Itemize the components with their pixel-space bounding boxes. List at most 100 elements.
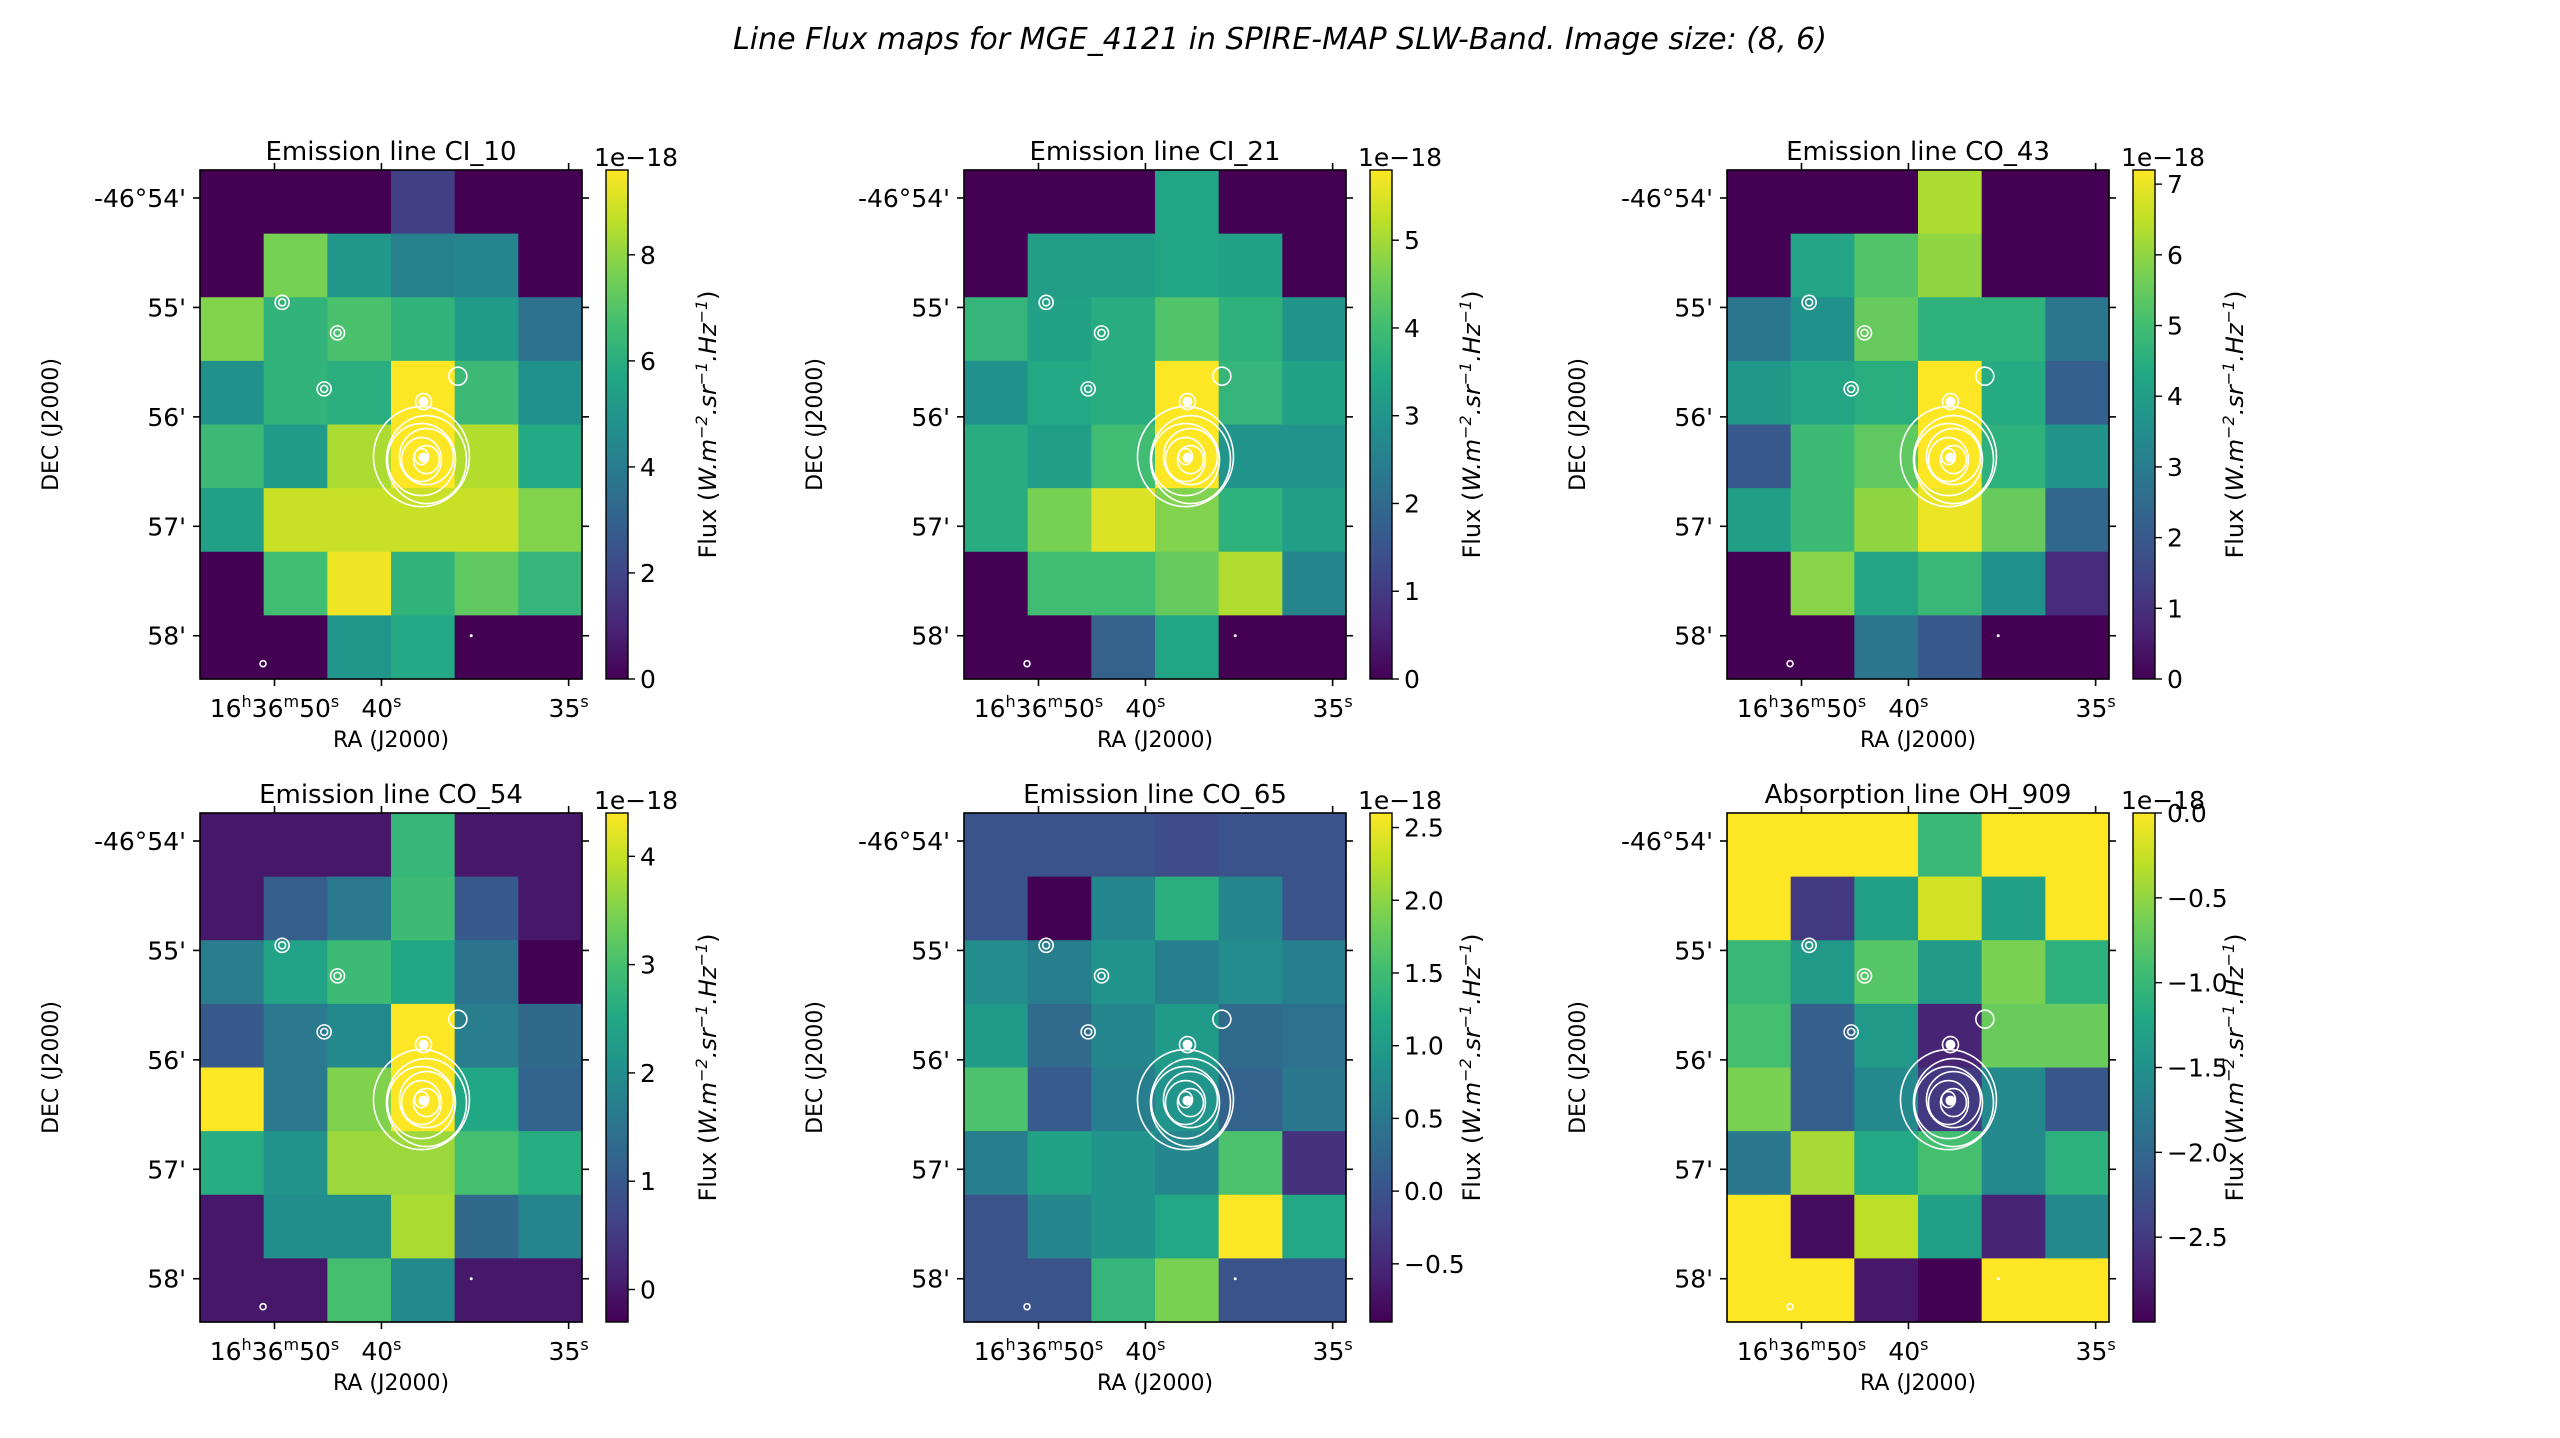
heatmap-cell <box>1854 813 1919 878</box>
heatmap-cell <box>1727 615 1792 680</box>
y-tick-label: 56' <box>911 1046 950 1075</box>
panel-title: Emission line CI_21 <box>1029 137 1280 167</box>
heatmap-cell <box>327 424 392 489</box>
heatmap-cell <box>1790 876 1855 941</box>
heatmap-cell <box>2045 813 2110 878</box>
x-tick-label: 16h36m50s <box>974 692 1104 723</box>
heatmap-cell <box>327 1258 392 1323</box>
chart-panel: Emission line CI_21 -46°54' 55' 56' 57' 58' 16… <box>803 137 1486 753</box>
heatmap-cell <box>2045 940 2110 1005</box>
axes-frame <box>1726 812 2110 1323</box>
contour-line <box>1149 1057 1232 1148</box>
x-tick-label: 35s <box>2076 692 2116 723</box>
chart-panel: Emission line CO_54 -46°54' 55' 56' 57' 58' 16… <box>39 780 722 1396</box>
heatmap-cell <box>1218 233 1283 298</box>
heatmap-cell <box>1981 813 2046 878</box>
colorbar-tick-label: 6 <box>640 347 656 376</box>
chart-panel: Emission line CO_65 -46°54' 55' 56' 57' 58' 16… <box>803 780 1486 1396</box>
heatmap-cell <box>1918 813 1983 878</box>
heatmap-cell <box>1918 615 1983 680</box>
colorbar <box>2132 812 2156 1323</box>
heatmap-cell <box>454 1258 519 1323</box>
colorbar-tick-label: 0 <box>2167 665 2183 694</box>
colorbar-tick-label: −2.0 <box>2167 1138 2228 1167</box>
contour-line <box>412 1087 441 1118</box>
heatmap-cell <box>327 488 392 553</box>
heatmap-cell <box>1027 424 1092 489</box>
heatmap-cell <box>1155 551 1220 616</box>
contour-line <box>333 971 342 981</box>
heatmap-cell <box>1155 615 1220 680</box>
contour-blob <box>1233 634 1237 638</box>
heatmap-cell <box>1918 940 1983 1005</box>
y-tick-label: -46°54' <box>1621 184 1713 213</box>
contour-blob <box>1182 452 1193 463</box>
colorbar-tick-label: −1.5 <box>2167 1054 2228 1083</box>
contour-line <box>274 294 290 311</box>
heatmap-cell <box>327 876 392 941</box>
panel-title: Absorption line OH_909 <box>1765 780 2072 810</box>
colorbar-tick-label: 0 <box>640 1276 656 1305</box>
heatmap-cell <box>518 424 583 489</box>
heatmap-cell <box>200 424 265 489</box>
colorbar-tick-label: 2.0 <box>1404 886 1444 915</box>
heatmap-cell <box>1282 297 1347 362</box>
heatmap-cell <box>1790 1003 1855 1069</box>
heatmap-cell <box>454 170 519 235</box>
heatmap-cell <box>1790 1194 1855 1259</box>
colorbar-tick-label: 1 <box>2167 594 2183 623</box>
contour-line <box>1925 1070 1982 1129</box>
colorbar-offset: 1e−18 <box>594 786 678 815</box>
contour-line <box>1136 1048 1235 1151</box>
heatmap-cell <box>1790 233 1855 298</box>
heatmap-cell <box>327 1131 392 1196</box>
heatmap-cell <box>1854 1258 1919 1323</box>
contour-line <box>1927 436 1970 483</box>
heatmap-cell <box>454 1131 519 1196</box>
contour-line <box>1176 1087 1205 1118</box>
heatmap-cell <box>1155 233 1220 298</box>
panel-title: Emission line CI_10 <box>265 137 516 167</box>
y-axis-label: DEC (J2000) <box>803 1001 828 1134</box>
heatmap-cell <box>1027 940 1092 1005</box>
contour-line <box>1940 1090 1957 1109</box>
heatmap-cell <box>518 876 583 941</box>
heatmap-cell <box>964 1194 1029 1259</box>
contour-blob <box>469 634 473 638</box>
heatmap-cell <box>964 1003 1029 1069</box>
contour-blob <box>1945 396 1956 407</box>
heatmap-cell <box>1091 876 1156 941</box>
colorbar-offset: 1e−18 <box>2121 143 2205 172</box>
heatmap-cell <box>454 940 519 1005</box>
heatmap-cell <box>1282 876 1347 941</box>
heatmap-cell <box>391 876 456 941</box>
heatmap-cell <box>391 233 456 298</box>
heatmap-cell <box>2045 1258 2110 1323</box>
contour-line <box>400 436 443 483</box>
contour-line <box>1913 1065 1984 1140</box>
x-tick-label: 40s <box>361 692 401 723</box>
heatmap-cell <box>1155 813 1220 878</box>
x-tick-label: 40s <box>1888 1335 1928 1366</box>
heatmap-cell <box>1218 488 1283 553</box>
heatmap-cell <box>1727 424 1792 489</box>
contour-blob <box>1182 1039 1193 1050</box>
contour-line <box>1176 444 1205 475</box>
colorbar-offset: 1e−18 <box>2121 786 2205 815</box>
contour-line <box>1097 328 1106 338</box>
colorbar-tick-label: −0.5 <box>1404 1250 1465 1279</box>
heatmap-cell <box>1027 297 1092 362</box>
heatmap-cell <box>2045 297 2110 362</box>
heatmap-cell <box>1282 424 1347 489</box>
colorbar-label: Flux (W.m−2.sr−1.Hz−1) <box>2219 933 2250 1201</box>
y-tick-label: 55' <box>147 293 186 322</box>
y-tick-label: 57' <box>147 512 186 541</box>
panel-title: Emission line CO_65 <box>1023 780 1287 810</box>
contour-line <box>1162 427 1219 486</box>
heatmap-cell <box>1854 1067 1919 1132</box>
contour-line <box>1080 381 1096 397</box>
contour-line <box>316 381 332 397</box>
contour-line <box>1097 971 1106 981</box>
y-tick-label: 58' <box>147 1265 186 1294</box>
contour-line <box>414 1035 433 1054</box>
